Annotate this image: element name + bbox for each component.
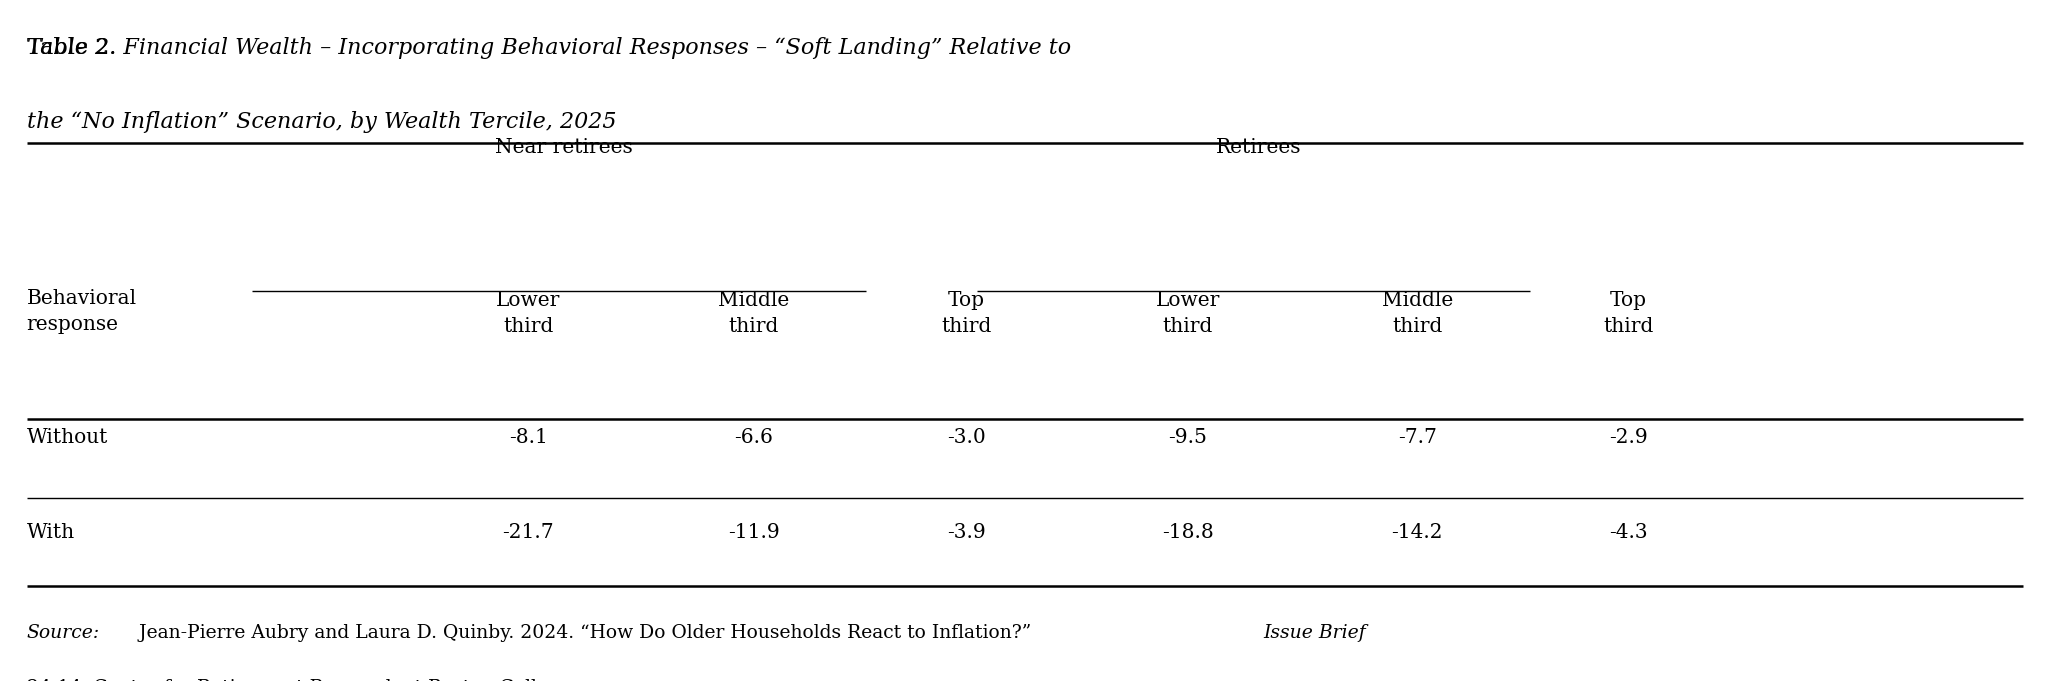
Text: Middle
third: Middle third (719, 291, 788, 336)
Text: Top
third: Top third (942, 291, 991, 336)
Text: -18.8: -18.8 (1161, 523, 1214, 542)
Text: Source:: Source: (27, 624, 100, 642)
Text: Lower
third: Lower third (496, 291, 561, 336)
Text: Lower
third: Lower third (1155, 291, 1221, 336)
Text: Table 2. Financial Wealth – Incorporating Behavioral Responses – “Soft Landing” : Table 2. Financial Wealth – Incorporatin… (27, 37, 1071, 59)
Text: -7.7: -7.7 (1399, 428, 1436, 447)
Text: 24-14. Center for Retirement Research at Boston College.: 24-14. Center for Retirement Research at… (27, 679, 575, 681)
Text: the “No Inflation” Scenario, by Wealth Tercile, 2025: the “No Inflation” Scenario, by Wealth T… (27, 111, 616, 133)
Text: -14.2: -14.2 (1391, 523, 1444, 542)
Text: -21.7: -21.7 (502, 523, 555, 542)
Text: -2.9: -2.9 (1610, 428, 1647, 447)
Text: -8.1: -8.1 (510, 428, 547, 447)
Text: Behavioral
response: Behavioral response (27, 289, 137, 334)
Text: -6.6: -6.6 (735, 428, 772, 447)
Text: Retirees: Retirees (1217, 138, 1300, 157)
Text: Middle
third: Middle third (1382, 291, 1452, 336)
Text: -3.9: -3.9 (948, 523, 985, 542)
Text: Top
third: Top third (1604, 291, 1653, 336)
Text: Jean-Pierre Aubry and Laura D. Quinby. 2024. “How Do Older Households React to I: Jean-Pierre Aubry and Laura D. Quinby. 2… (133, 624, 1038, 642)
Text: Issue Brief: Issue Brief (1264, 624, 1366, 642)
Text: Without: Without (27, 428, 109, 447)
Text: With: With (27, 523, 74, 542)
Text: Table 2.: Table 2. (27, 37, 123, 59)
Text: -9.5: -9.5 (1169, 428, 1206, 447)
Text: -11.9: -11.9 (727, 523, 780, 542)
Text: -3.0: -3.0 (948, 428, 985, 447)
Text: Near retirees: Near retirees (496, 138, 633, 157)
Text: -4.3: -4.3 (1610, 523, 1647, 542)
